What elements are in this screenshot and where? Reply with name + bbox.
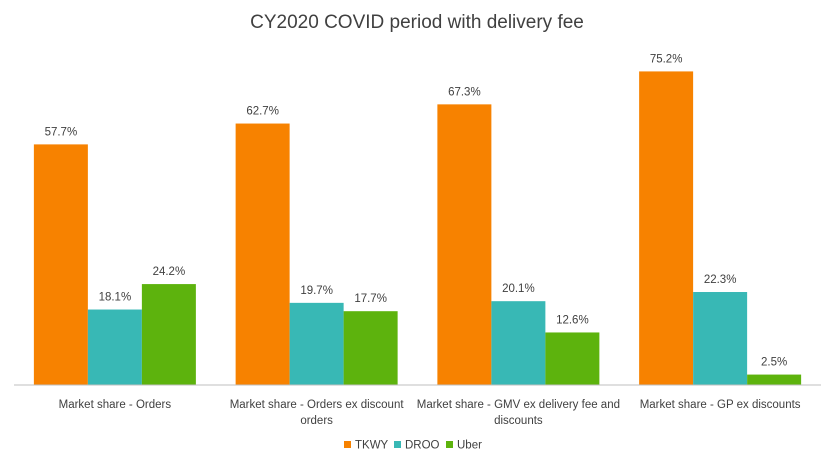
data-label-droo-1: 19.7%	[300, 285, 333, 297]
bars-layer: 57.7% 18.1% 24.2% 62.7% 19.7% 17.7% 67.3% 20.1%…	[33, 53, 802, 385]
data-label-uber-0: 24.2%	[153, 266, 186, 278]
legend-label-droo: DROO	[405, 440, 440, 452]
bar-uber-1	[343, 311, 398, 385]
bar-tkwy-1	[235, 123, 290, 385]
data-label-tkwy-3: 75.2%	[650, 53, 683, 65]
bar-tkwy-0	[33, 144, 88, 385]
data-label-uber-2: 12.6%	[556, 314, 589, 326]
bar-tkwy-3	[639, 71, 694, 385]
data-label-tkwy-1: 62.7%	[246, 106, 279, 118]
x-tick-label-2: Market share - GMV ex delivery fee and di…	[417, 399, 620, 427]
legend-label-tkwy: TKWY	[355, 440, 389, 452]
data-label-droo-3: 22.3%	[704, 274, 737, 286]
legend-swatch-tkwy	[344, 441, 351, 448]
bar-uber-3	[747, 374, 802, 385]
data-label-droo-2: 20.1%	[502, 283, 535, 295]
data-label-tkwy-0: 57.7%	[45, 126, 78, 138]
data-label-uber-3: 2.5%	[761, 357, 787, 369]
x-tick-label-0: Market share - Orders	[59, 399, 172, 411]
chart-title: CY2020 COVID period with delivery fee	[250, 12, 584, 33]
legend-swatch-uber	[446, 441, 453, 448]
data-label-uber-1: 17.7%	[354, 293, 387, 305]
bar-droo-3	[693, 292, 748, 385]
x-tick-label-1: Market share - Orders ex discount orders	[230, 399, 405, 427]
legend: TKWY DROO Uber	[344, 440, 482, 452]
bar-tkwy-2	[437, 104, 492, 385]
bar-uber-2	[545, 332, 600, 385]
legend-label-uber: Uber	[457, 440, 482, 452]
bar-droo-2	[491, 301, 546, 385]
data-label-droo-0: 18.1%	[99, 292, 132, 304]
bar-droo-1	[289, 302, 344, 385]
bar-uber-0	[141, 284, 196, 385]
x-tick-labels: Market share - Orders Market share - Orde…	[59, 399, 801, 427]
legend-swatch-droo	[394, 441, 401, 448]
data-label-tkwy-2: 67.3%	[448, 86, 481, 98]
bar-droo-0	[87, 309, 142, 385]
x-tick-label-3: Market share - GP ex discounts	[640, 399, 801, 411]
